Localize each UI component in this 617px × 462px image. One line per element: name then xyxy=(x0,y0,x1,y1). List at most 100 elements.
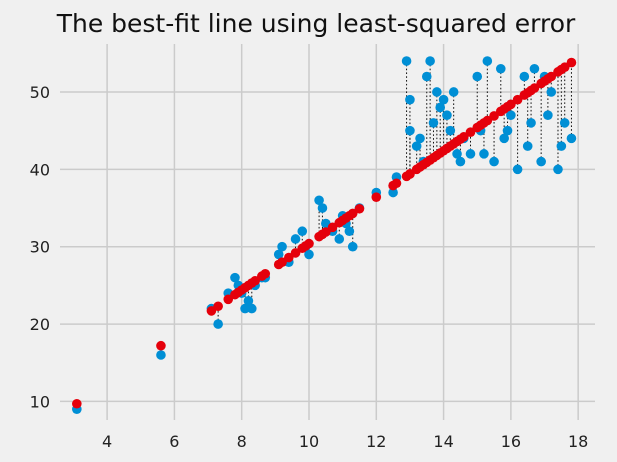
observed-point xyxy=(388,187,398,198)
grid xyxy=(60,44,595,420)
fitted-point xyxy=(465,127,476,137)
x-tick-label: 6 xyxy=(169,432,179,451)
fitted-point xyxy=(418,159,429,170)
observed-point xyxy=(240,303,250,314)
observed-point xyxy=(482,56,493,66)
observed-point xyxy=(495,63,506,74)
fitted-point xyxy=(321,227,331,237)
observed-point xyxy=(314,195,324,206)
observed-point xyxy=(553,164,563,175)
chart-title: The best-fit line using least-squared er… xyxy=(56,9,576,38)
fitted-point xyxy=(566,57,577,68)
fitted-point xyxy=(213,301,223,312)
fitted-point xyxy=(304,238,314,249)
observed-point xyxy=(347,241,358,252)
observed-point xyxy=(297,226,308,237)
fitted-point xyxy=(284,252,294,263)
fitted-point xyxy=(206,306,217,316)
observed-point xyxy=(543,110,553,120)
observed-point xyxy=(405,94,415,105)
fitted-point xyxy=(506,99,516,110)
observed-point xyxy=(445,125,456,136)
fitted-point xyxy=(489,111,499,121)
observed-point xyxy=(415,133,425,144)
observed-point xyxy=(519,71,530,82)
fitted-point xyxy=(327,222,338,233)
observed-point xyxy=(213,319,223,329)
observed-point xyxy=(334,234,345,244)
observed-point xyxy=(546,87,557,97)
observed-point xyxy=(452,149,462,159)
fitted-point xyxy=(512,94,523,105)
observed-point xyxy=(479,149,489,159)
observed-point xyxy=(246,303,257,314)
fitted-point xyxy=(435,148,446,158)
y-tick-label: 20 xyxy=(30,315,50,334)
observed-point xyxy=(442,110,452,120)
fitted-point xyxy=(277,257,287,267)
observed-point xyxy=(529,63,540,74)
fitted-point xyxy=(391,178,402,189)
fitted-point xyxy=(405,169,415,179)
observed-point xyxy=(566,133,577,144)
observed-point xyxy=(156,350,166,360)
observed-point xyxy=(489,156,499,167)
fitted-point xyxy=(448,139,459,149)
fitted-point xyxy=(458,132,469,142)
observed-point xyxy=(317,203,328,213)
observed-point xyxy=(472,71,483,82)
observed-point xyxy=(273,249,284,260)
observed-point xyxy=(556,141,567,151)
observed-point xyxy=(526,118,536,128)
x-tick-label: 16 xyxy=(501,432,521,451)
fitted-point xyxy=(156,340,166,351)
fitted-point xyxy=(290,248,301,258)
fitted-point xyxy=(72,398,82,409)
fitted-point xyxy=(499,104,509,114)
observed-point xyxy=(499,133,509,144)
observed-point xyxy=(512,164,523,175)
fitted-point xyxy=(223,294,234,305)
x-tick-label: 18 xyxy=(568,432,588,451)
fitted-point xyxy=(354,203,365,214)
x-tick-label: 14 xyxy=(433,432,453,451)
observed-point xyxy=(411,141,422,151)
observed-point xyxy=(506,110,516,120)
observed-point xyxy=(559,118,570,128)
x-tick-label: 4 xyxy=(102,432,112,451)
observed-point xyxy=(277,241,287,252)
observed-point xyxy=(290,234,301,244)
x-tick-label: 8 xyxy=(237,432,247,451)
y-tick-label: 40 xyxy=(30,160,50,179)
x-tick-label: 12 xyxy=(366,432,386,451)
observed-point xyxy=(401,56,412,66)
fitted-point xyxy=(479,118,489,128)
fitted-point xyxy=(250,275,260,286)
observed-point xyxy=(304,249,314,260)
observed-point xyxy=(455,156,466,167)
observed-point xyxy=(243,296,254,306)
y-tick-label: 10 xyxy=(30,392,50,411)
fitted-points xyxy=(72,57,577,409)
fitted-point xyxy=(371,192,382,202)
tick-labels: 4 6 8 10 12 14 16 18 10 20 30 40 50 xyxy=(30,83,589,451)
x-tick-label: 10 xyxy=(299,432,319,451)
observed-point xyxy=(536,156,546,167)
observed-point xyxy=(428,118,439,128)
observed-point xyxy=(502,125,513,136)
fitted-point xyxy=(526,85,536,96)
observed-point xyxy=(522,141,533,151)
y-tick-label: 50 xyxy=(30,83,50,102)
observed-point xyxy=(465,149,476,159)
fitted-point xyxy=(260,268,271,279)
observed-point xyxy=(432,87,442,97)
fitted-point xyxy=(347,208,358,219)
observed-point xyxy=(230,272,240,283)
observed-point xyxy=(448,87,459,97)
observed-point xyxy=(344,226,355,237)
fitted-point xyxy=(543,74,553,84)
fitted-point xyxy=(556,64,567,75)
y-tick-label: 30 xyxy=(30,238,50,257)
observed-point xyxy=(438,94,449,105)
